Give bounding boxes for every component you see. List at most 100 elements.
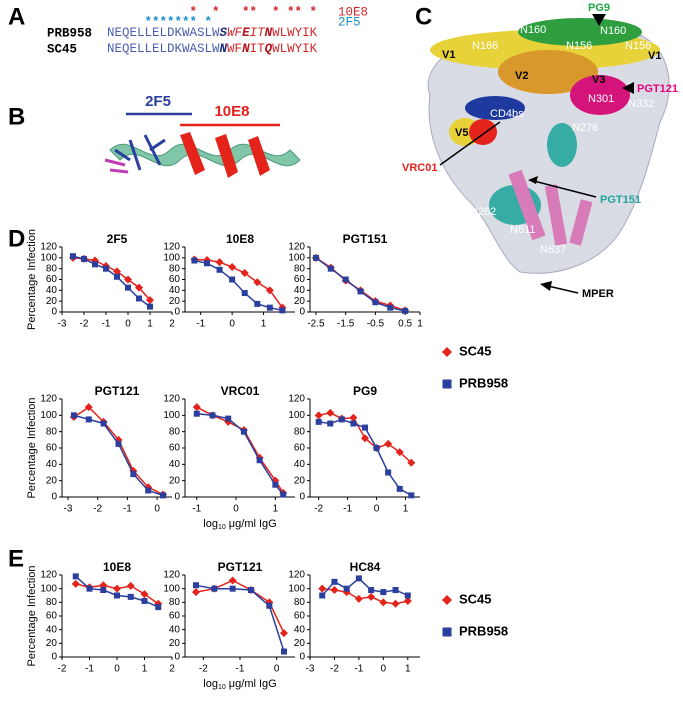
point	[225, 415, 232, 422]
x-tick-label: -3	[306, 664, 315, 675]
point	[327, 420, 334, 427]
y-tick-label: 60	[46, 274, 58, 285]
point	[395, 448, 404, 457]
point	[211, 585, 218, 592]
x-tick-label: 0	[233, 504, 239, 515]
x-tick-label: -2.5	[307, 319, 325, 330]
structure-label: N637	[540, 244, 566, 256]
y-tick-label: 120	[40, 242, 57, 253]
x-axis-label-part: 10	[218, 524, 226, 531]
v2	[498, 50, 598, 94]
point	[312, 254, 319, 261]
point	[124, 275, 132, 284]
legend-label: SC45	[459, 343, 492, 358]
y-tick-label: 40	[294, 285, 306, 296]
point	[379, 598, 388, 607]
point	[357, 288, 364, 295]
point	[100, 587, 107, 594]
sidechains-magenta	[104, 158, 129, 174]
y-tick-label: 100	[163, 583, 180, 594]
y-tick-label: 120	[163, 570, 180, 581]
y-tick-label: 80	[169, 263, 181, 274]
point	[391, 599, 400, 608]
gp41-helix	[508, 169, 546, 241]
y-tick-label: 120	[288, 394, 305, 405]
cd4bs	[465, 96, 525, 120]
x-tick-label: -2	[58, 664, 67, 675]
x-tick-label: -1	[236, 664, 245, 675]
point	[136, 295, 142, 302]
structure-label: N262	[470, 206, 496, 218]
structure-label: N160	[600, 25, 626, 37]
sequence-segment: WLWYIK	[272, 42, 318, 56]
x-tick-label: -3	[63, 504, 72, 515]
star-row: ******* *	[107, 15, 212, 29]
point	[70, 253, 76, 260]
y-tick-label: 80	[46, 263, 58, 274]
legend-marker	[442, 627, 452, 637]
y-tick-label: 0	[51, 307, 57, 318]
point	[372, 299, 379, 306]
y-tick-label: 80	[46, 597, 58, 608]
chart-title: 2F5	[107, 232, 128, 246]
point	[272, 481, 279, 488]
point	[103, 265, 109, 272]
x-tick-label: 0	[229, 319, 235, 330]
y-tick-label: 20	[169, 475, 181, 486]
point	[71, 579, 80, 588]
legend-label: PRB958	[459, 623, 508, 638]
sequence-segment: N	[220, 42, 228, 56]
vrc01-pointer	[439, 121, 501, 166]
x-tick-label: 1	[403, 504, 409, 515]
point	[404, 592, 411, 599]
structure-label: PGT121	[637, 83, 678, 95]
sequence-segment: NEQELLELDKWASLW	[107, 42, 220, 56]
point	[216, 266, 223, 273]
x-tick-label: -1	[354, 664, 363, 675]
x-tick-label: -2	[93, 504, 102, 515]
y-tick-label: 0	[51, 652, 57, 663]
y-tick-label: 40	[46, 285, 58, 296]
structure-label: V3	[592, 74, 605, 86]
pgt121-arrowhead	[622, 82, 634, 94]
sequence-segment: E	[242, 26, 250, 40]
y-tick-label: 120	[40, 570, 57, 581]
x-tick-label: -2	[314, 504, 323, 515]
point	[140, 590, 149, 599]
point	[265, 286, 274, 295]
y-tick-label: 20	[294, 475, 306, 486]
point	[349, 413, 358, 422]
y-tick-label: 100	[288, 410, 305, 421]
x-tick-label: -3	[58, 319, 67, 330]
point	[215, 258, 224, 267]
point	[318, 584, 327, 593]
chart-title: 10E8	[103, 560, 131, 574]
structure-label: N160	[520, 24, 546, 36]
chart-title: PGT121	[218, 560, 263, 574]
point	[72, 573, 79, 580]
x-tick-label: -1	[192, 504, 201, 515]
point	[192, 403, 201, 412]
point	[354, 594, 363, 603]
y-tick-label: 60	[294, 611, 306, 622]
sidechains	[114, 134, 166, 171]
chart-title: 10E8	[226, 232, 254, 246]
y-tick-label: 100	[40, 252, 57, 263]
pg9-arrowhead	[592, 14, 606, 26]
point	[146, 296, 154, 305]
point	[155, 604, 162, 611]
point	[256, 457, 263, 464]
sequence-segment: WF	[227, 26, 243, 40]
x-tick-label: -1.5	[337, 319, 355, 330]
y-tick-label: 20	[46, 296, 58, 307]
pgt151-arrowhead	[528, 176, 538, 184]
y-tick-label: 40	[46, 459, 58, 470]
y-tick-label: 20	[294, 296, 306, 307]
point	[368, 587, 375, 594]
structure-label: N332	[628, 98, 654, 110]
point	[240, 269, 249, 277]
point	[147, 303, 153, 310]
y-tick-label: 20	[169, 638, 181, 649]
y-tick-label: 60	[294, 274, 306, 285]
